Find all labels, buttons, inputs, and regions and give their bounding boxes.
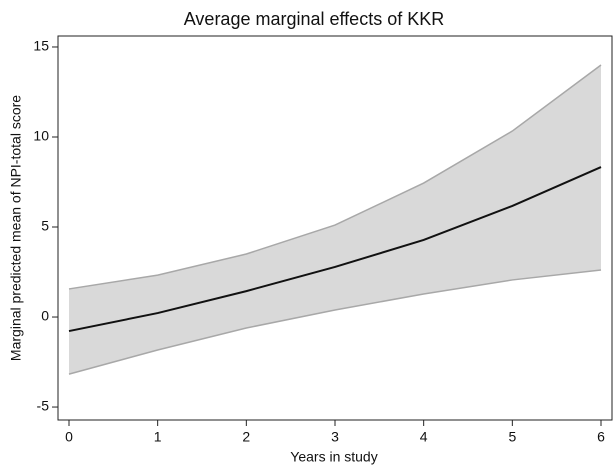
x-tick-label: 5 <box>508 429 516 445</box>
x-tick-label: 3 <box>331 429 339 445</box>
y-tick-label: 15 <box>33 38 49 54</box>
mean-line <box>68 166 602 333</box>
lower-bound <box>68 269 602 375</box>
y-axis-label: Marginal predicted mean of NPI-total sco… <box>8 95 24 361</box>
y-tick-label: 5 <box>41 218 49 234</box>
x-tick-label: 1 <box>154 429 162 445</box>
x-axis-label: Years in study <box>290 449 377 465</box>
upper-bound <box>68 64 602 290</box>
x-tick-label: 4 <box>420 429 428 445</box>
y-tick-label: 0 <box>41 308 49 324</box>
x-tick-label: 6 <box>597 429 605 445</box>
x-tick-label: 2 <box>242 429 250 445</box>
confidence-band <box>68 64 602 375</box>
x-tick-label: 0 <box>65 429 73 445</box>
y-tick-label: -5 <box>37 398 50 414</box>
y-tick-label: 10 <box>33 128 49 144</box>
chart-title: Average marginal effects of KKR <box>184 9 444 29</box>
